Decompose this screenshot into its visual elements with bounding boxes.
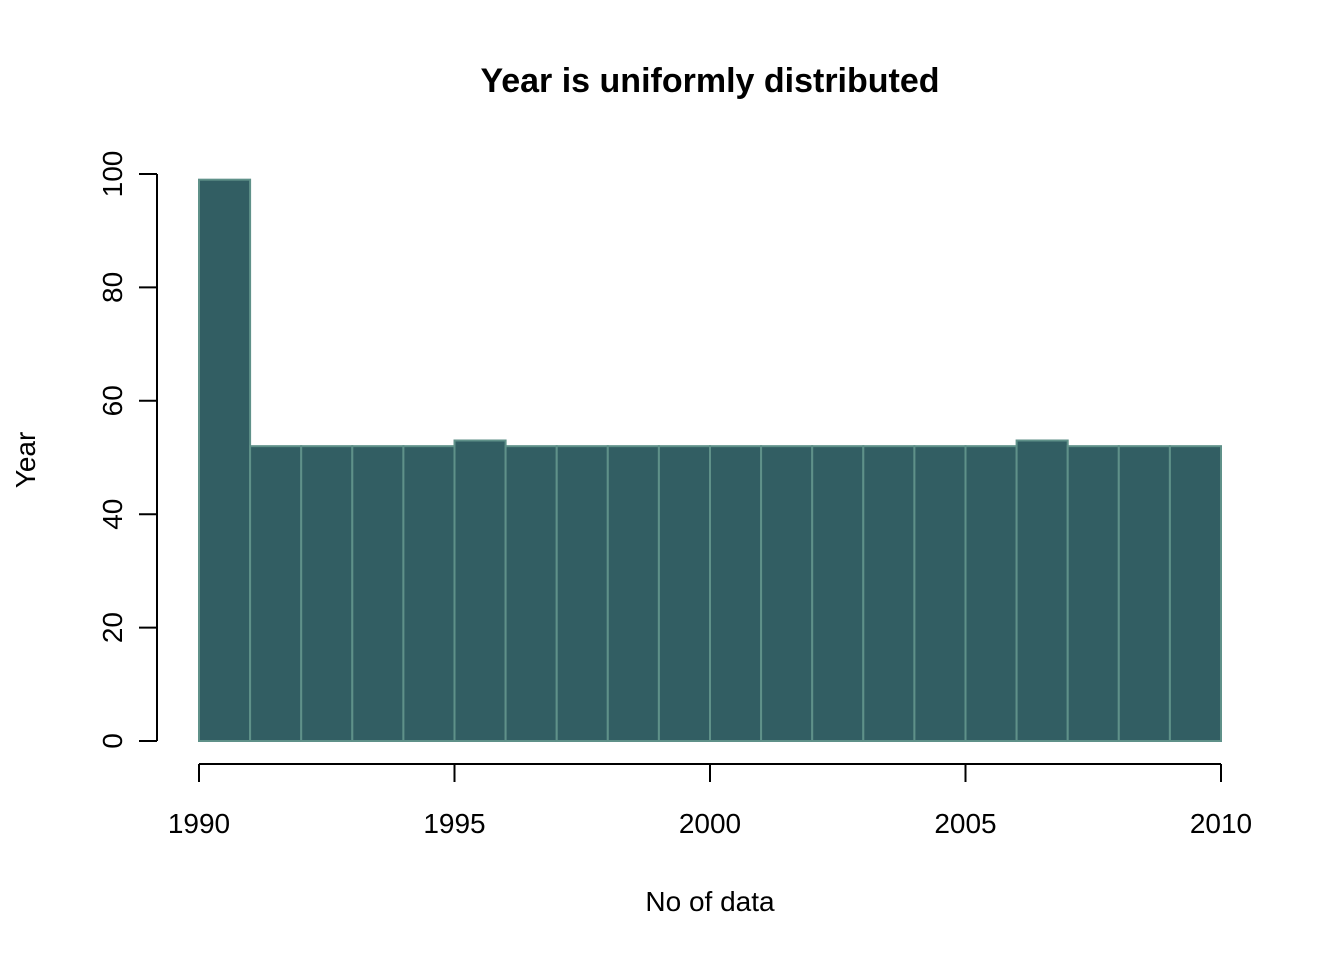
- histogram-bar-5: [453, 439, 507, 742]
- y-tick-label-0: 0: [97, 733, 128, 749]
- y-tick-label-1: 20: [97, 612, 128, 643]
- histogram-bar-18: [1117, 445, 1171, 742]
- histogram-bar-2: [300, 445, 354, 742]
- x-tick-label-0: 1990: [168, 808, 230, 839]
- x-tick-label-2: 2000: [679, 808, 741, 839]
- histogram-bar-9: [657, 445, 712, 742]
- y-axis-label: Year: [10, 432, 41, 489]
- histogram-bar-19: [1168, 445, 1223, 742]
- y-tick-label-5: 100: [97, 151, 128, 198]
- histogram-bar-11: [760, 445, 814, 742]
- x-axis: 1990 1995 2000 2005 2010: [168, 763, 1252, 839]
- histogram-bar-4: [402, 445, 456, 742]
- chart-title: Year is uniformly distributed: [480, 62, 939, 100]
- histogram-bar-10: [709, 445, 763, 742]
- histogram-bar-8: [606, 445, 660, 742]
- histogram-bar-15: [964, 445, 1018, 742]
- bars-group: [198, 178, 1223, 743]
- x-axis-label: No of data: [645, 886, 775, 917]
- histogram-bar-16: [1015, 439, 1069, 742]
- y-tick-label-4: 80: [97, 272, 128, 303]
- histogram-bar-14: [913, 445, 967, 742]
- histogram-bar-7: [555, 445, 609, 742]
- y-tick-label-3: 60: [97, 385, 128, 416]
- x-tick-label-4: 2010: [1190, 808, 1252, 839]
- histogram-bar-13: [862, 445, 916, 742]
- histogram-bar-12: [811, 445, 865, 742]
- histogram-bar-17: [1066, 445, 1120, 742]
- x-tick-label-1: 1995: [423, 808, 485, 839]
- histogram-bar-3: [351, 445, 405, 742]
- y-axis: 0 20 40 60 80 100: [97, 151, 158, 749]
- histogram-bar-1: [249, 445, 303, 742]
- x-tick-label-3: 2005: [934, 808, 996, 839]
- histogram-bar-6: [504, 445, 558, 742]
- histogram-bar-0: [198, 178, 252, 743]
- y-tick-label-2: 40: [97, 499, 128, 530]
